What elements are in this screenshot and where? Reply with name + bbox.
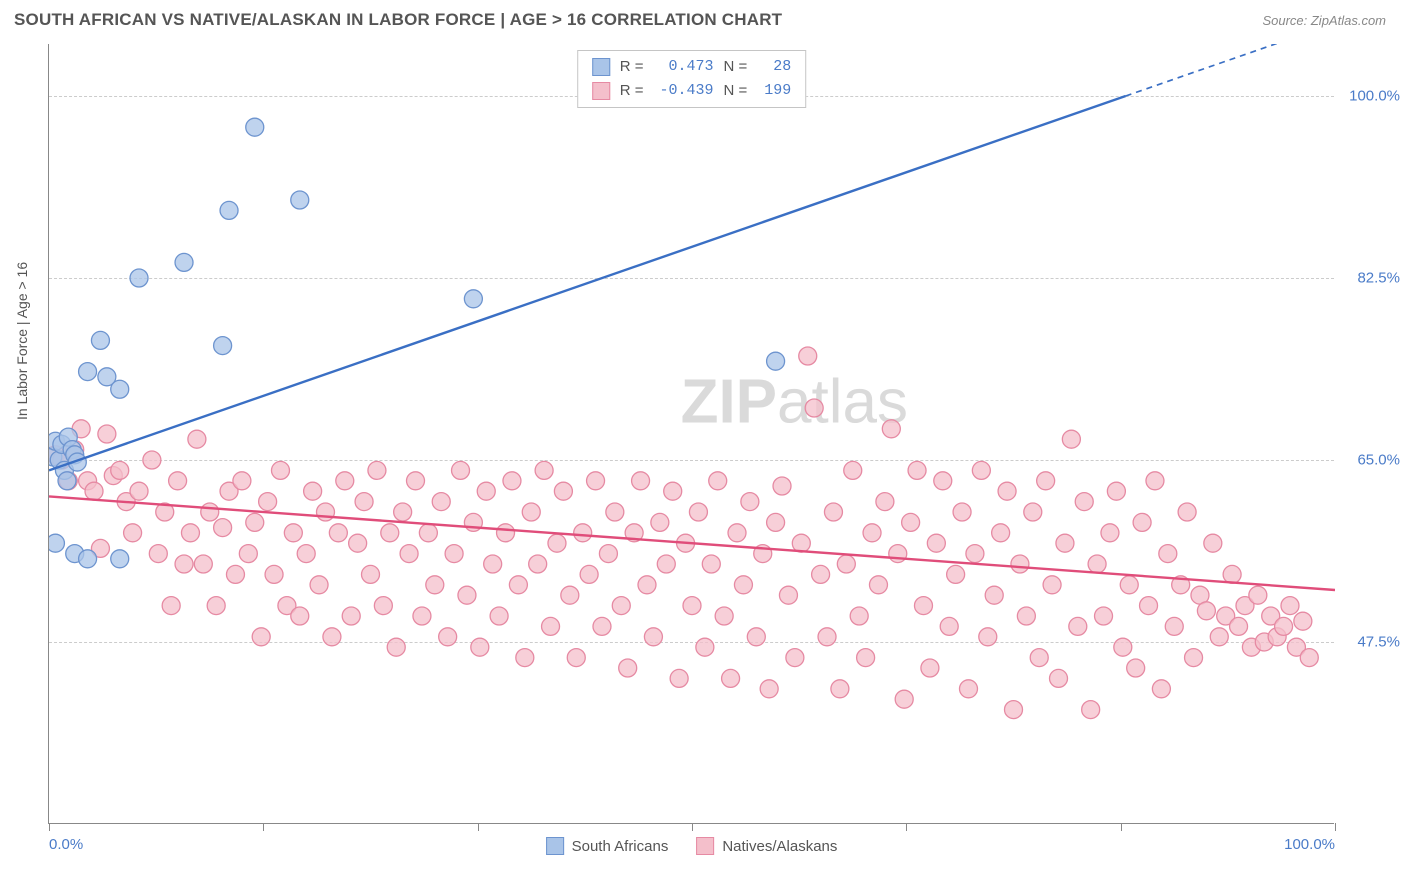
legend-swatch-series-1	[546, 837, 564, 855]
legend-label-series-1: South Africans	[572, 838, 669, 855]
legend-label-series-2: Natives/Alaskans	[722, 838, 837, 855]
title-bar: SOUTH AFRICAN VS NATIVE/ALASKAN IN LABOR…	[0, 0, 1406, 36]
stats-row-series-1: R = 0.473 N = 28	[592, 55, 792, 79]
swatch-series-2	[592, 82, 610, 100]
chart-title: SOUTH AFRICAN VS NATIVE/ALASKAN IN LABOR…	[14, 10, 782, 30]
correlation-stats-box: R = 0.473 N = 28 R = -0.439 N = 199	[577, 50, 807, 108]
scatter-plot	[49, 44, 1335, 824]
source-label: Source: ZipAtlas.com	[1262, 13, 1386, 28]
bottom-legend: South Africans Natives/Alaskans	[546, 837, 838, 855]
legend-item-series-2: Natives/Alaskans	[696, 837, 837, 855]
legend-swatch-series-2	[696, 837, 714, 855]
stats-row-series-2: R = -0.439 N = 199	[592, 79, 792, 103]
chart-area: 47.5%65.0%82.5%100.0% 0.0%100.0% ZIPatla…	[48, 44, 1334, 824]
legend-item-series-1: South Africans	[546, 837, 669, 855]
y-axis-label: In Labor Force | Age > 16	[14, 262, 30, 420]
swatch-series-1	[592, 58, 610, 76]
